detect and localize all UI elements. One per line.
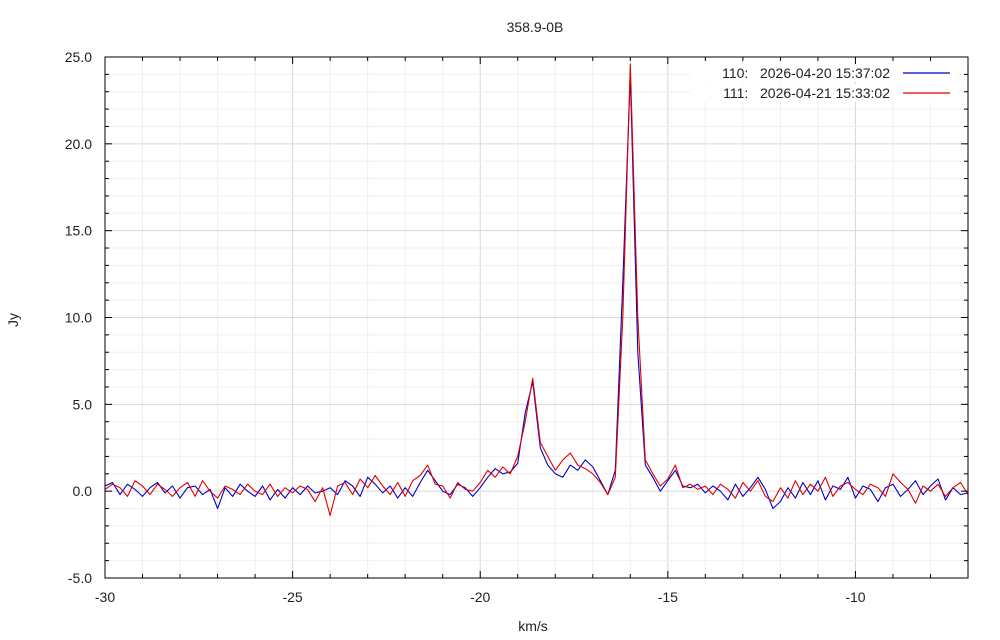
series-line-111 xyxy=(104,63,969,517)
y-tick-label: 0.0 xyxy=(73,483,93,499)
tick-labels: -30 -25 -20 -15 -10 -5.0 0.0 5.0 10.0 15.0 20.0 25.… xyxy=(65,49,866,605)
legend-label: 111: 2026-04-21 15:33:02 xyxy=(723,85,890,101)
x-tick-label: -20 xyxy=(470,589,490,605)
x-tick-label: -25 xyxy=(282,589,302,605)
y-tick-label: 25.0 xyxy=(65,49,92,65)
legend-background xyxy=(690,84,958,102)
x-tick-label: -15 xyxy=(658,589,678,605)
series-group xyxy=(104,63,969,517)
axis-ticks xyxy=(104,56,969,579)
legend: 110: 2026-04-20 15:37:02 111: 2026-04-21 … xyxy=(690,64,958,102)
y-tick-label: 20.0 xyxy=(65,136,92,152)
chart-title: 358.9-0B xyxy=(507,19,564,35)
y-tick-label: 15.0 xyxy=(65,223,92,239)
grid xyxy=(104,56,969,579)
legend-label: 110: 2026-04-20 15:37:02 xyxy=(722,65,890,81)
y-tick-label: -5.0 xyxy=(68,570,92,586)
y-tick-label: 5.0 xyxy=(73,396,93,412)
series-line-110 xyxy=(104,73,969,510)
x-tick-label: -30 xyxy=(95,589,115,605)
legend-background xyxy=(690,64,958,82)
y-axis-label: Jy xyxy=(5,313,21,327)
x-tick-label: -10 xyxy=(845,589,865,605)
y-tick-label: 10.0 xyxy=(65,310,92,326)
x-axis-label: km/s xyxy=(518,618,548,634)
